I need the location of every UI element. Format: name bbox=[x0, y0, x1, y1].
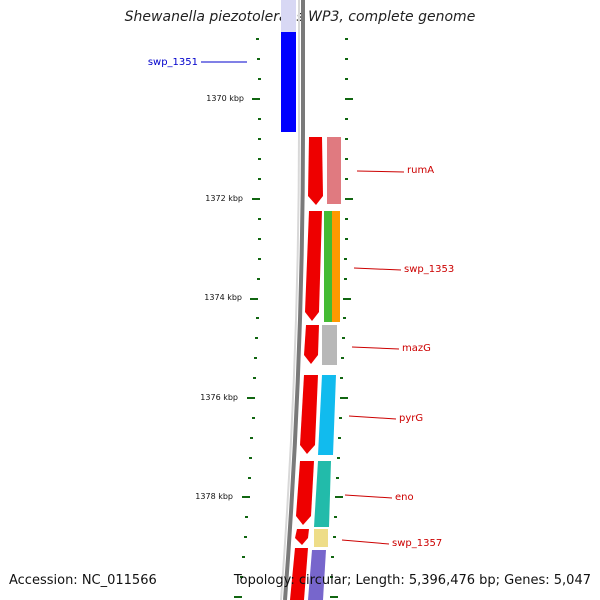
cds-next[interactable] bbox=[290, 548, 308, 600]
tick-label-1378: 1378 kbp bbox=[195, 492, 233, 501]
cds-rumA[interactable] bbox=[308, 137, 323, 205]
cds-track bbox=[290, 137, 323, 600]
feature-swp_1353-a[interactable] bbox=[324, 211, 332, 322]
feature-mazG[interactable] bbox=[322, 325, 337, 365]
tick-label-1370: 1370 kbp bbox=[206, 94, 244, 103]
gene-label-mazG[interactable]: mazG bbox=[402, 343, 431, 354]
topology-text: Topology: circular; Length: 5,396,476 bp… bbox=[233, 573, 591, 588]
scale-major-left bbox=[234, 98, 260, 598]
feature-swp_1357[interactable] bbox=[314, 529, 328, 547]
genome-backbone bbox=[283, 0, 305, 600]
gene-swp_1351-feature[interactable] bbox=[281, 0, 296, 132]
scale-minor-right bbox=[330, 38, 348, 578]
gene-label-swp_1357[interactable]: swp_1357 bbox=[392, 538, 442, 549]
gene-label-rumA[interactable]: rumA bbox=[407, 165, 434, 176]
tick-label-1376: 1376 kbp bbox=[200, 393, 238, 402]
tick-label-1372: 1372 kbp bbox=[205, 194, 243, 203]
cds-mazG[interactable] bbox=[304, 325, 319, 364]
leader-mazG bbox=[351, 346, 400, 350]
genome-backbone-highlight bbox=[280, 0, 300, 600]
leader-rumA bbox=[356, 170, 405, 173]
leader-swp_1357 bbox=[341, 539, 390, 545]
cds-eno[interactable] bbox=[296, 461, 314, 525]
scale-major-right bbox=[330, 98, 353, 598]
gene-swp_1351-faint bbox=[281, 0, 296, 32]
gene-label-pyrG[interactable]: pyrG bbox=[399, 413, 423, 424]
tick-label-1374: 1374 kbp bbox=[204, 293, 242, 302]
accession-text: Accession: NC_011566 bbox=[9, 573, 157, 588]
leader-eno bbox=[344, 494, 393, 499]
feature-eno[interactable] bbox=[314, 461, 331, 527]
gene-label-swp_1353[interactable]: swp_1353 bbox=[404, 264, 454, 275]
gene-label-eno[interactable]: eno bbox=[395, 492, 414, 503]
cds-swp_1353[interactable] bbox=[305, 211, 322, 321]
feature-pyrG[interactable] bbox=[318, 375, 336, 455]
cds-swp_1357[interactable] bbox=[295, 529, 309, 545]
cds-pyrG[interactable] bbox=[300, 375, 318, 454]
feature-track bbox=[308, 137, 341, 600]
gene-label-swp_1351[interactable]: swp_1351 bbox=[148, 57, 198, 68]
leader-pyrG bbox=[348, 415, 397, 420]
feature-next[interactable] bbox=[308, 550, 326, 600]
leader-swp_1353 bbox=[353, 267, 402, 271]
feature-rumA[interactable] bbox=[327, 137, 341, 204]
scale-minor-left bbox=[240, 38, 261, 578]
feature-swp_1353-b[interactable] bbox=[332, 211, 340, 322]
